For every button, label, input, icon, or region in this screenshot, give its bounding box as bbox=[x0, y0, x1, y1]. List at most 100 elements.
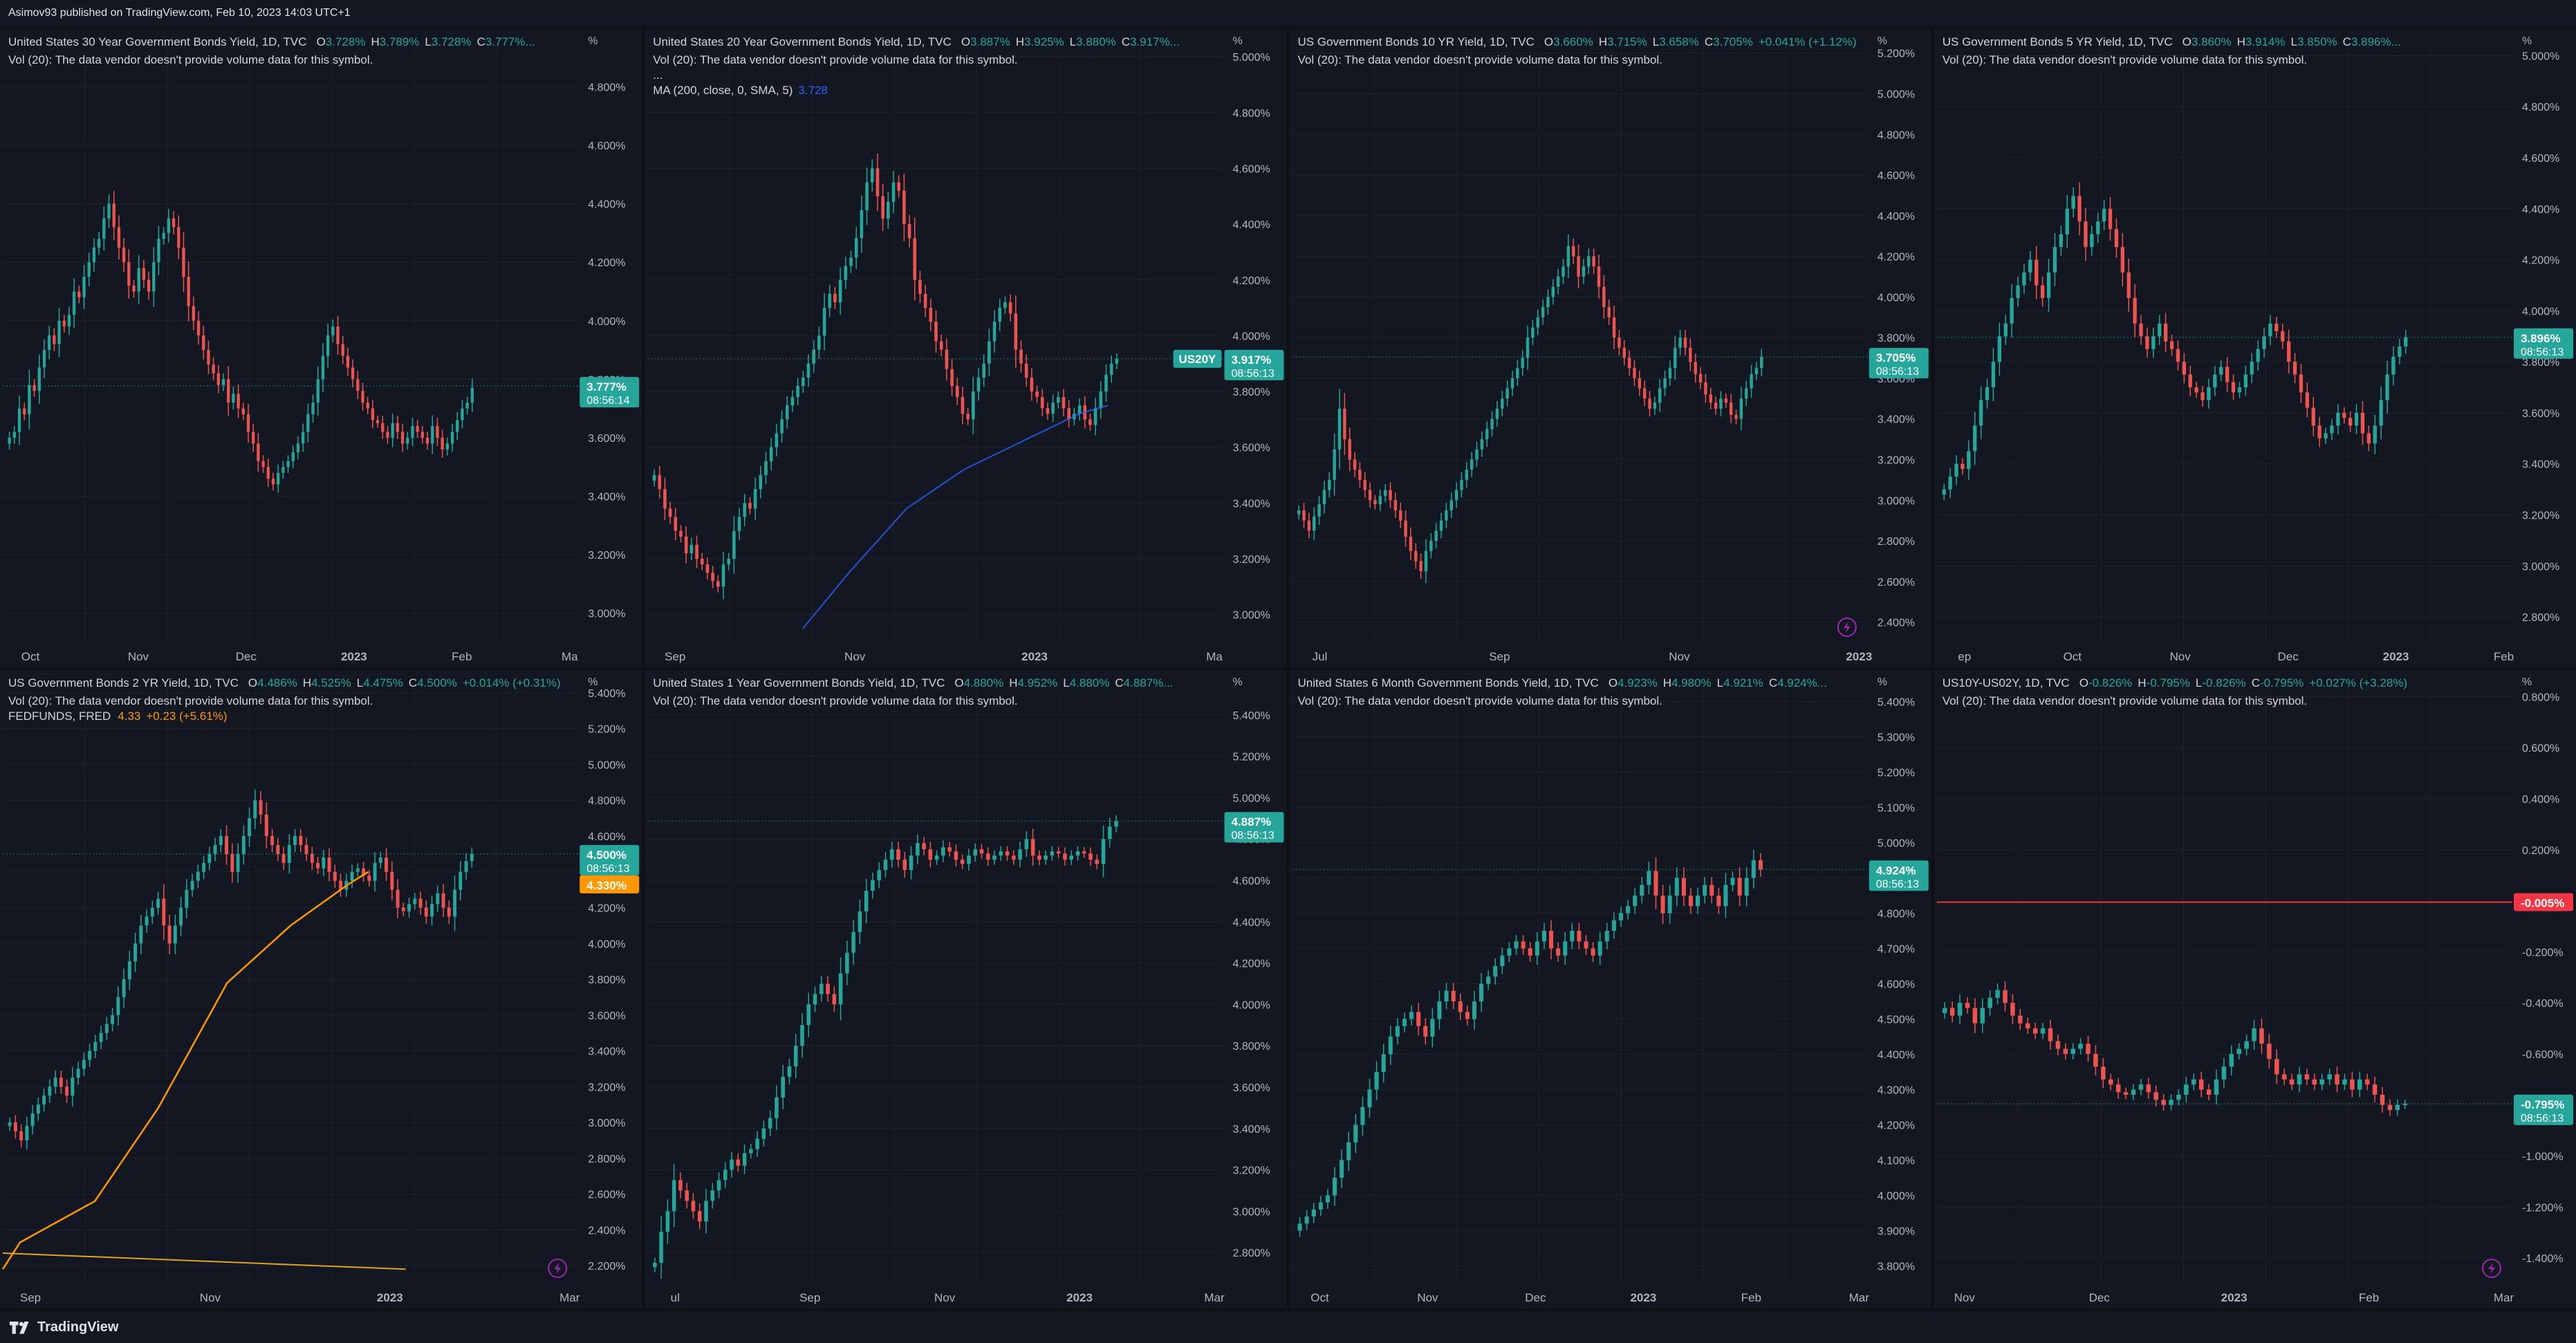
candle-body bbox=[276, 844, 280, 854]
chart-panel-us10y[interactable]: 5.200% 5.000% 4.800% 4.600% 4.400% 4.200% 4.00… bbox=[1289, 29, 1931, 667]
candle-body bbox=[1626, 906, 1631, 914]
candle-body bbox=[2153, 1092, 2158, 1100]
ohlc-key: H bbox=[1009, 676, 1017, 689]
candle-body bbox=[1018, 849, 1022, 860]
price-tick-label: -0.600% bbox=[2522, 1049, 2564, 1061]
chart-panel-us20y[interactable]: 5.000% 4.800% 4.600% 4.400% 4.200% 4.000% 3.80… bbox=[645, 29, 1287, 667]
price-tick-label: 3.600% bbox=[588, 1010, 625, 1022]
time-tick-label: 2023 bbox=[341, 650, 367, 663]
price-label-badge bbox=[1224, 812, 1284, 843]
candle-body bbox=[1307, 520, 1311, 531]
candle-body bbox=[1051, 402, 1055, 414]
candle-body bbox=[1570, 931, 1575, 942]
candle-body bbox=[1353, 1124, 1358, 1142]
time-tick-label: 2023 bbox=[1021, 650, 1048, 663]
price-label-badge bbox=[1869, 860, 1929, 891]
price-tick-label: 5.200% bbox=[1233, 752, 1270, 763]
panel-legend-title[interactable]: United States 30 Year Government Bonds Y… bbox=[8, 35, 535, 48]
lightning-icon[interactable] bbox=[2482, 1259, 2501, 1278]
candle-body bbox=[1348, 439, 1351, 460]
candle-body bbox=[1760, 357, 1763, 369]
candle-body bbox=[241, 408, 245, 415]
panel-legend-title[interactable]: United States 20 Year Government Bonds Y… bbox=[653, 35, 1180, 48]
candle-body bbox=[934, 855, 939, 860]
change-value: +0.027% (+3.28%) bbox=[2309, 676, 2407, 689]
panel-legend-title[interactable]: US Government Bonds 5 YR Yield, 1D, TVC O… bbox=[1943, 35, 2401, 48]
candle-body bbox=[700, 559, 704, 565]
candle-body bbox=[1075, 851, 1080, 856]
panel-legend-title[interactable]: US10Y-US02Y, 1D, TVC O-0.826% H-0.795% L-0.… bbox=[1943, 676, 2407, 689]
candle-body bbox=[2336, 412, 2340, 426]
price-label-value: 4.924% bbox=[1876, 864, 1916, 877]
panel-legend-title[interactable]: United States 6 Month Government Bonds Y… bbox=[1298, 676, 1827, 689]
candle-body bbox=[2229, 1053, 2234, 1067]
lightning-icon[interactable] bbox=[1837, 618, 1857, 637]
ohlc-value: 3.660% bbox=[1553, 35, 1593, 48]
panel-legend-title[interactable]: US Government Bonds 10 YR Yield, 1D, TVC… bbox=[1298, 35, 1857, 48]
price-tick-label: 5.000% bbox=[1233, 52, 1270, 64]
candle-body bbox=[418, 898, 423, 908]
price-tick-label: 4.400% bbox=[2522, 204, 2559, 216]
price-label-value: -0.795% bbox=[2521, 1098, 2564, 1111]
candle-body bbox=[1445, 510, 1448, 521]
ohlc-value: 4.923% bbox=[1618, 676, 1658, 689]
candle-body bbox=[13, 1122, 17, 1132]
ohlc-key: L bbox=[1653, 35, 1659, 48]
candle-body bbox=[1353, 459, 1357, 470]
lightning-icon[interactable] bbox=[548, 1259, 568, 1278]
candle-body bbox=[2096, 221, 2100, 234]
candle-body bbox=[431, 426, 434, 444]
price-tick-label: 4.200% bbox=[1233, 275, 1270, 287]
candle-body bbox=[2071, 196, 2075, 209]
candle-body bbox=[1088, 419, 1092, 425]
candle-body bbox=[1003, 302, 1007, 308]
candle-body bbox=[339, 880, 343, 890]
candle-body bbox=[293, 835, 297, 845]
time-tick-label: Mar bbox=[1849, 1291, 1870, 1304]
price-tick-label: 3.200% bbox=[1233, 1165, 1270, 1177]
candle-body bbox=[768, 1118, 772, 1129]
candle-body bbox=[304, 844, 308, 854]
candle-body bbox=[1501, 398, 1504, 409]
candle-body bbox=[1409, 1012, 1414, 1019]
candle-body bbox=[2084, 221, 2088, 248]
candle-body bbox=[2360, 412, 2365, 434]
candle-body bbox=[107, 203, 111, 219]
chart-panel-us02y[interactable]: 5.400%5.200%5.000%4.800%4.600%4.400%4.20… bbox=[0, 670, 642, 1308]
candle-body bbox=[945, 349, 949, 369]
ohlc-key: H bbox=[303, 676, 311, 689]
ohlc-key: O bbox=[1544, 35, 1553, 48]
chart-panel-us30y[interactable]: 4.800%4.600%4.400%4.200%4.000%3.800%3.60… bbox=[0, 29, 642, 667]
candle-body bbox=[950, 369, 954, 387]
panel-legend-title[interactable]: United States 1 Year Government Bonds Yi… bbox=[653, 676, 1173, 689]
candle-body bbox=[913, 238, 917, 280]
candle-body bbox=[346, 355, 350, 368]
time-tick-label: Jul bbox=[1313, 650, 1328, 663]
price-tick-label: 3.800% bbox=[2522, 357, 2559, 369]
candle-body bbox=[2214, 1079, 2219, 1095]
candle-body bbox=[36, 1104, 40, 1114]
price-tick-label: 4.000% bbox=[588, 938, 625, 950]
candle-body bbox=[749, 1149, 753, 1154]
candle-body bbox=[1082, 851, 1086, 854]
candle-body bbox=[2286, 341, 2291, 362]
chart-panel-us06m[interactable]: 5.400%5.300%5.200%5.100%5.000%4.900%4.80… bbox=[1289, 670, 1931, 1308]
fedfunds-secondary-line bbox=[2, 1252, 406, 1270]
panel-legend-title[interactable]: US Government Bonds 2 YR Yield, 1D, TVC O… bbox=[8, 676, 561, 689]
candle-body bbox=[132, 286, 136, 292]
candle-body bbox=[759, 475, 763, 490]
ohlc-key: L bbox=[425, 35, 431, 48]
ma-value: 3.728 bbox=[798, 84, 828, 97]
candle-body bbox=[37, 367, 41, 391]
chart-panel-spread[interactable]: 0.800% 0.600% 0.400% 0.200% -0.200% -0.400% -0… bbox=[1934, 670, 2576, 1308]
candle-body bbox=[787, 1066, 792, 1077]
candle-body bbox=[1378, 496, 1382, 505]
candle-body bbox=[1577, 256, 1580, 277]
candle-body bbox=[12, 432, 16, 438]
candle-body bbox=[461, 408, 464, 420]
candle-body bbox=[1460, 479, 1463, 490]
candle-body bbox=[2250, 362, 2254, 375]
chart-panel-us05y[interactable]: 5.000% 4.800% 4.600% 4.400% 4.200% 4.000% 3.80… bbox=[1934, 29, 2576, 667]
candle-body bbox=[1536, 317, 1539, 328]
chart-panel-us01y[interactable]: 5.400%5.200%5.000%4.800%4.600%4.400%4.20… bbox=[645, 670, 1287, 1308]
